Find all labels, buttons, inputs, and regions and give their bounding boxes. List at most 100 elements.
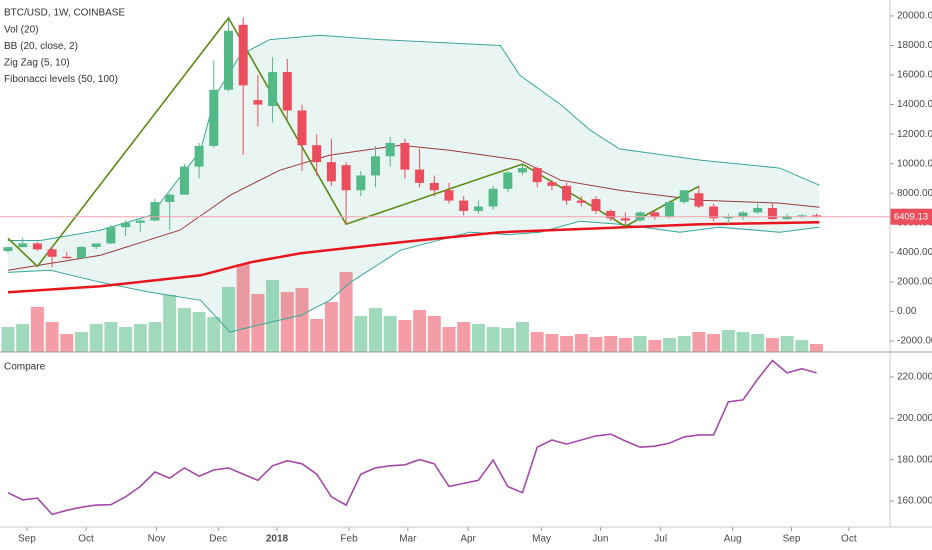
candle-body [253, 100, 263, 105]
candle-body [753, 207, 763, 213]
volume-bar [1, 327, 15, 352]
volume-bar [677, 336, 691, 352]
price-label: 6409.13 [894, 212, 928, 223]
candle-body [723, 216, 733, 219]
candle-body [282, 72, 292, 111]
candle-body [400, 142, 410, 170]
candle-body [62, 256, 72, 259]
candle-body [444, 190, 454, 201]
candle-body [473, 206, 483, 211]
y-tick-label: -2000.00 [897, 336, 932, 347]
y-tick-label: 16000.00 [897, 70, 932, 81]
candle-body [650, 212, 660, 217]
candle-body [47, 249, 57, 257]
candle-body [179, 166, 189, 195]
volume-bar [589, 337, 603, 352]
volume-bar [251, 294, 265, 352]
candle-body [767, 207, 777, 220]
volume-bar [398, 320, 412, 352]
legend-title: BTC/USD, 1W, COINBASE [4, 8, 125, 19]
volume-bar [648, 340, 662, 352]
candle-body [782, 216, 792, 220]
candle-body [312, 145, 322, 163]
volume-bar [633, 336, 647, 352]
volume-bar [16, 324, 30, 352]
volume-bar [310, 319, 324, 352]
candle-body [135, 220, 145, 223]
candle-body [532, 168, 542, 183]
volume-bar [280, 292, 294, 352]
volume-bar [383, 316, 397, 352]
volume-bar [163, 295, 177, 352]
price-label-box [890, 208, 932, 225]
volume-bar [692, 332, 706, 352]
legend-item: Zig Zag (5, 10) [4, 58, 70, 69]
volume-bar [442, 327, 456, 352]
candle-body [547, 182, 557, 186]
candle-body [150, 202, 160, 221]
y-tick-label: 180.0000 [897, 454, 932, 465]
volume-bar [427, 316, 441, 352]
volume-bar [177, 308, 191, 352]
volume-bar [736, 332, 750, 352]
x-tick-label: Jun [592, 534, 608, 545]
candle-body [385, 142, 395, 157]
volume-bar [74, 332, 88, 352]
candle-body [415, 169, 425, 183]
volume-bar [295, 288, 309, 352]
compare-line [7, 359, 817, 516]
candle-body [738, 212, 748, 217]
volume-bar [809, 344, 823, 352]
candle-body [709, 206, 719, 219]
volume-bar [192, 312, 206, 352]
volume-bar [30, 307, 44, 352]
candle-body [797, 215, 807, 217]
candle-body [326, 162, 336, 182]
candle-body [811, 215, 821, 217]
volume-bar [266, 280, 280, 352]
candle-body [591, 199, 601, 211]
legend-item: Fibonacci levels (50, 100) [4, 74, 118, 85]
volume-bar [89, 324, 103, 352]
volume-bar [486, 327, 500, 352]
volume-bar [560, 336, 574, 352]
volume-bar [618, 338, 632, 352]
x-tick-label: Jul [654, 534, 667, 545]
candle-body [268, 72, 278, 107]
x-tick-label: Feb [340, 534, 358, 545]
y-tick-label: 12000.00 [897, 129, 932, 140]
volume-bar [471, 324, 485, 352]
volume-bar [795, 340, 809, 352]
candle-body [664, 202, 674, 217]
pane-title: Compare [4, 362, 46, 373]
volume-bar [574, 334, 588, 352]
volume-bar [119, 327, 133, 352]
y-tick-label: 160.0000 [897, 496, 932, 507]
volume-bar [530, 332, 544, 352]
x-tick-label: Aug [724, 534, 742, 545]
y-tick-label: 10000.00 [897, 158, 932, 169]
candle-body [18, 243, 28, 248]
legend-item: BB (20, close, 2) [4, 41, 78, 52]
volume-bar [501, 328, 515, 352]
candle-body [429, 182, 439, 191]
x-tick-label: 2018 [266, 534, 289, 545]
y-tick-label: 220.0000 [897, 372, 932, 383]
candle-body [297, 110, 307, 146]
candle-body [503, 172, 513, 189]
candle-body [341, 165, 351, 191]
volume-bar [324, 302, 338, 352]
candle-body [679, 190, 689, 203]
y-tick-label: 20000.00 [897, 11, 932, 22]
x-tick-label: Sep [18, 534, 36, 545]
volume-bar [751, 334, 765, 352]
candle-body [121, 222, 131, 228]
candle-body [562, 185, 572, 201]
x-tick-label: Oct [841, 534, 857, 545]
candle-body [517, 168, 527, 173]
volume-bar [457, 322, 471, 352]
candle-body [370, 156, 380, 176]
y-tick-label: 8000.00 [897, 188, 932, 199]
candle-body [76, 246, 86, 259]
